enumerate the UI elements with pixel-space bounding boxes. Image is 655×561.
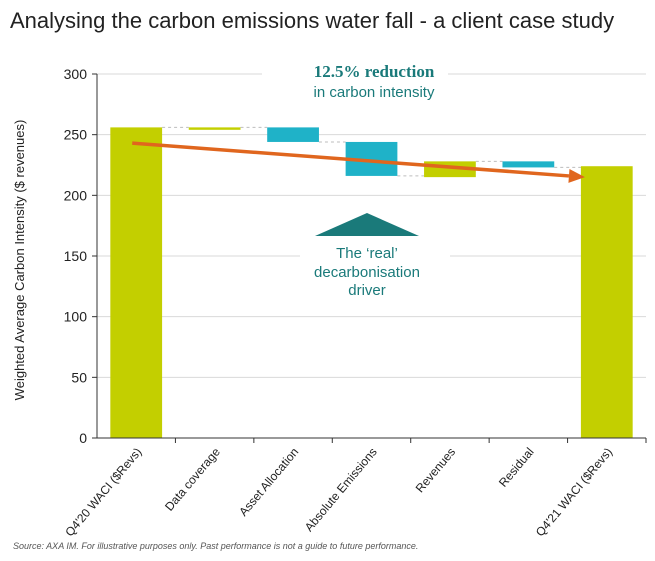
x-tick-label: Asset Allocation [236, 445, 301, 519]
source-note: Source: AXA IM. For illustrative purpose… [13, 541, 419, 551]
bar-asset-allocation [267, 127, 319, 142]
x-tick-label: Q4'20 WACI ($Revs) [62, 445, 144, 539]
x-tick-label: Data coverage [162, 445, 223, 514]
reduction-annotation-box [262, 56, 448, 104]
trend-arrow-line [132, 141, 570, 178]
bar-residual [502, 161, 555, 168]
x-tick-label: Absolute Emissions [302, 445, 380, 534]
x-tick-label: Revenues [413, 445, 458, 495]
bar-q4-20-waci-revs [110, 127, 163, 439]
y-tick-labels: 0 50 100 150 200 250 300 [64, 66, 97, 446]
x-tick-labels: Q4'20 WACI ($Revs) Data coverage Asset All… [62, 438, 647, 539]
driver-annotation-box [300, 236, 450, 300]
y-tick-label: 300 [64, 66, 88, 82]
page-title: Analysing the carbon emissions water fal… [10, 8, 615, 33]
x-tick-label: Q4'21 WACI ($Revs) [533, 445, 615, 539]
driver-annotation-line1: The ‘real’ [336, 245, 398, 262]
reduction-annotation-title: 12.5% reduction [314, 62, 435, 81]
waterfall-bars [110, 127, 633, 439]
y-tick-label: 0 [79, 430, 87, 446]
y-tick-label: 200 [64, 187, 88, 203]
connector-lines [162, 126, 581, 177]
y-axis-label: Weighted Average Carbon Intensity ($ rev… [12, 120, 27, 401]
bar-data-coverage [188, 127, 241, 130]
y-tick-label: 250 [64, 127, 88, 143]
reduction-annotation-subtitle: in carbon intensity [314, 84, 435, 101]
driver-triangle-icon [315, 213, 419, 236]
x-tick-label: Residual [496, 445, 537, 490]
driver-annotation-line2: decarbonisation [314, 264, 420, 281]
trend-arrowhead-icon [568, 168, 585, 183]
bar-q4-21-waci-revs [580, 166, 633, 439]
driver-annotation-line3: driver [348, 282, 386, 299]
y-tick-label: 50 [71, 369, 87, 385]
y-tick-label: 150 [64, 248, 88, 264]
y-tick-label: 100 [64, 309, 88, 325]
